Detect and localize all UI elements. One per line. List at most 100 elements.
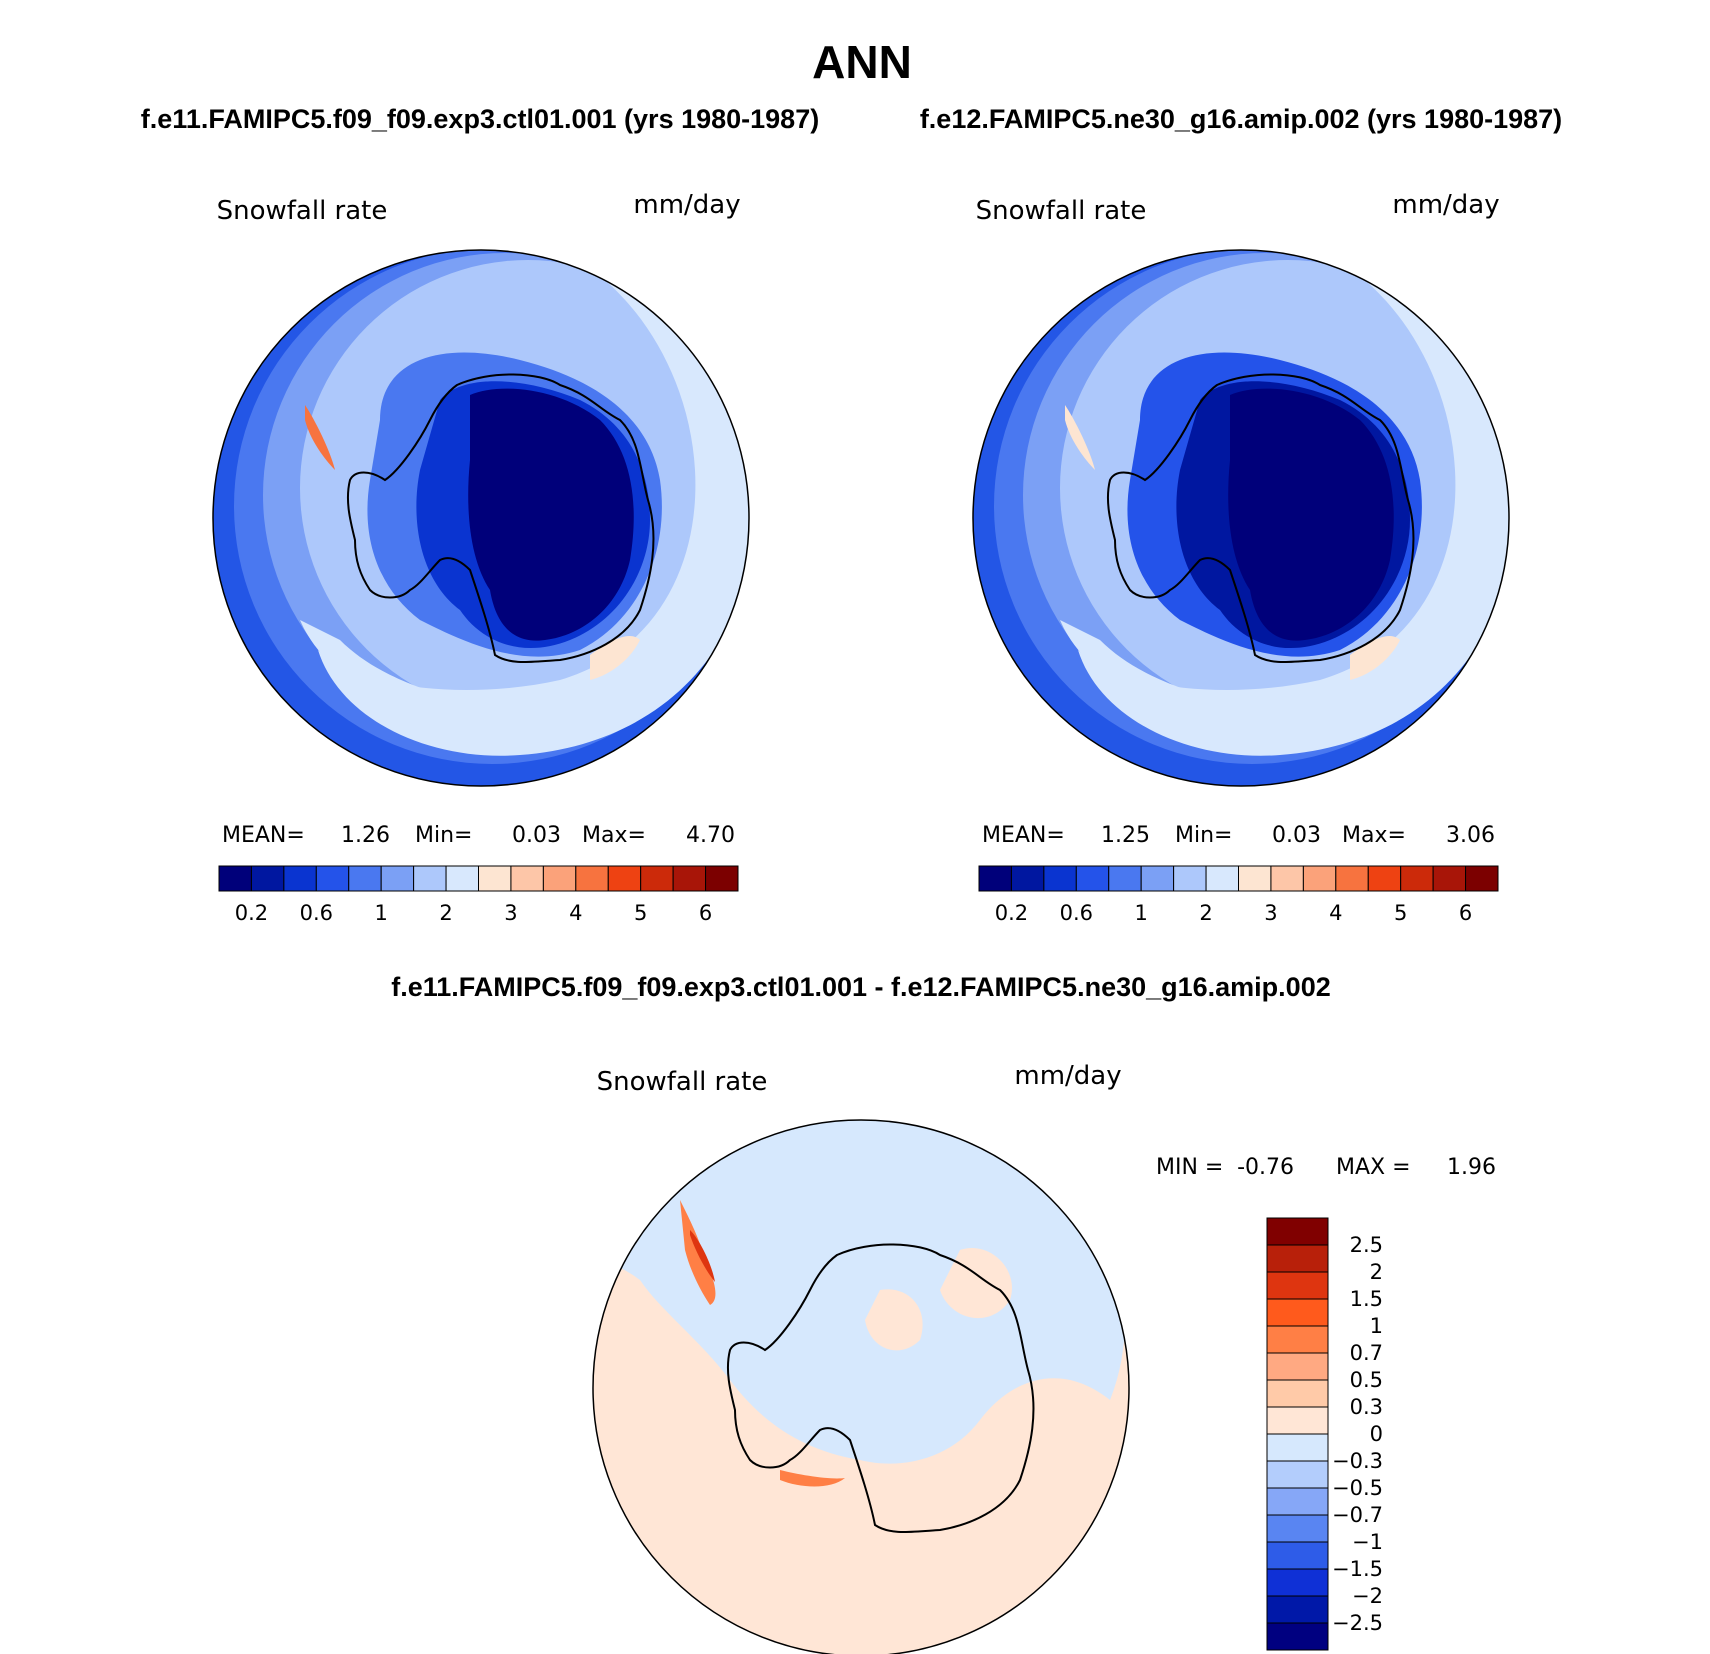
panel1-min-value: 0.03 bbox=[512, 823, 561, 848]
panel1-colorbar-tick-label: 4 bbox=[569, 901, 582, 925]
panel3-max-value: 1.96 bbox=[1447, 1155, 1496, 1180]
panel2-colorbar-tick-label: 6 bbox=[1459, 901, 1472, 925]
panel2-colorbar-box bbox=[1205, 865, 1239, 892]
panel2-colorbar-box bbox=[978, 865, 1012, 892]
panel2-polar-map bbox=[973, 250, 1509, 786]
panel1-colorbar-box bbox=[705, 865, 739, 892]
panel1-colorbar-box bbox=[640, 865, 674, 892]
panel2-colorbar-box bbox=[1465, 865, 1499, 892]
panel2-field-band-4 bbox=[1078, 250, 1509, 756]
panel3-colorbar-box bbox=[1266, 1568, 1329, 1597]
panel3-colorbar-tick-label: −0.3 bbox=[1332, 1449, 1383, 1473]
panel3-title: f.e11.FAMIPC5.f09_f09.exp3.ctl01.001 - f… bbox=[391, 972, 1330, 1002]
panel1-colorbar-box bbox=[510, 865, 544, 892]
panel3-colorbar-tick-label: 2 bbox=[1370, 1260, 1383, 1284]
panel3-colorbar-tick-label: −1.5 bbox=[1332, 1557, 1383, 1581]
panel2-antarctica-coastline bbox=[1106, 373, 1415, 664]
panel3-colorbar-box bbox=[1266, 1595, 1329, 1624]
panel1-colorbar-box bbox=[478, 865, 512, 892]
panel2-colorbar-box bbox=[1010, 865, 1045, 892]
panel2-colorbar-box bbox=[1238, 865, 1272, 892]
panel1-antarctica-coastline bbox=[346, 373, 655, 664]
panel2-field-band-5 bbox=[1060, 620, 1270, 716]
panel1-colorbar-tick-label: 5 bbox=[634, 901, 647, 925]
panel1-colorbar-tick-label: 0.6 bbox=[300, 901, 333, 925]
panel2-colorbar-tick-label: 0.2 bbox=[995, 901, 1028, 925]
panel3-colorbar-box bbox=[1266, 1514, 1329, 1543]
panel2-colorbar-box bbox=[1270, 865, 1304, 892]
panel1-max-value: 4.70 bbox=[686, 823, 735, 848]
panel2-colorbar-box bbox=[1043, 865, 1077, 892]
panel1-field-peninsula-peak bbox=[305, 405, 335, 470]
panel2-variable-label: Snowfall rate bbox=[976, 196, 1147, 226]
panel3-colorbar-tick-label: −2.5 bbox=[1332, 1611, 1383, 1635]
panel1-colorbar-box bbox=[607, 865, 642, 892]
panel1-colorbar-box bbox=[348, 865, 382, 892]
panel3-colorbar-tick-label: −0.7 bbox=[1332, 1503, 1383, 1527]
panel2-title: f.e12.FAMIPC5.ne30_g16.amip.002 (yrs 198… bbox=[920, 104, 1562, 134]
panel1-field-band-5 bbox=[300, 620, 510, 716]
panel2-colorbar-box bbox=[1432, 865, 1467, 892]
panel2-colorbar: 0.2 0.6 1 2 3 4 5 6 bbox=[978, 865, 1499, 925]
panel3-min-label: MIN = bbox=[1156, 1155, 1223, 1180]
panel2-colorbar-tick-label: 5 bbox=[1394, 901, 1407, 925]
panel3-colorbar-tick-label: 0.5 bbox=[1350, 1368, 1383, 1392]
panel-model2: f.e12.FAMIPC5.ne30_g16.amip.002 (yrs 198… bbox=[920, 104, 1562, 925]
panel1-colorbar-box bbox=[218, 865, 252, 892]
panel3-max-label: MAX = bbox=[1336, 1155, 1411, 1180]
panel2-mean-value: 1.25 bbox=[1101, 823, 1150, 848]
panel3-colorbar-tick-label: −0.5 bbox=[1332, 1476, 1383, 1500]
panel1-title: f.e11.FAMIPC5.f09_f09.exp3.ctl01.001 (yr… bbox=[141, 104, 819, 134]
panel3-field-negative-region bbox=[593, 1120, 1125, 1464]
panel2-colorbar-box bbox=[1173, 865, 1207, 892]
panel2-colorbar-box bbox=[1400, 865, 1434, 892]
panel1-colorbar-tick-label: 3 bbox=[504, 901, 517, 925]
panel3-polar-map bbox=[593, 1120, 1129, 1654]
panel2-field-peninsula-peak bbox=[1065, 405, 1095, 470]
panel3-antarctica-coastline bbox=[726, 1243, 1035, 1534]
panel1-colorbar-box bbox=[413, 865, 447, 892]
panel3-colorbar-tick-label: 2.5 bbox=[1350, 1233, 1383, 1257]
panel3-colorbar-box bbox=[1266, 1298, 1329, 1327]
panel3-min-value: -0.76 bbox=[1237, 1155, 1294, 1180]
panel2-min-value: 0.03 bbox=[1272, 823, 1321, 848]
panel-difference: f.e11.FAMIPC5.f09_f09.exp3.ctl01.001 - f… bbox=[391, 972, 1496, 1654]
panel2-colorbar-tick-label: 3 bbox=[1264, 901, 1277, 925]
panel1-colorbar-box bbox=[575, 865, 609, 892]
panel1-mean-label: MEAN= bbox=[222, 823, 305, 848]
panel3-colorbar-tick-label: −2 bbox=[1352, 1584, 1383, 1608]
panel3-colorbar-box bbox=[1266, 1271, 1329, 1300]
panel1-colorbar-box bbox=[250, 865, 285, 892]
panel1-colorbar: 0.2 0.6 1 2 3 4 5 6 bbox=[218, 865, 739, 925]
panel1-colorbar-box bbox=[542, 865, 577, 892]
panel3-variable-label: Snowfall rate bbox=[597, 1067, 768, 1097]
panel1-field-antarctica-core bbox=[468, 388, 634, 641]
panel1-colorbar-tick-label: 0.2 bbox=[235, 901, 268, 925]
panel1-min-label: Min= bbox=[415, 823, 472, 848]
panel3-colorbar-box bbox=[1266, 1541, 1329, 1570]
panel3-colorbar-box bbox=[1266, 1622, 1329, 1651]
panel3-colorbar-box bbox=[1266, 1325, 1329, 1354]
panel1-colorbar-box bbox=[315, 865, 350, 892]
panel1-colorbar-box bbox=[283, 865, 317, 892]
panel2-colorbar-tick-label: 1 bbox=[1135, 901, 1148, 925]
panel3-colorbar-box bbox=[1266, 1433, 1329, 1462]
panel2-colorbar-tick-label: 4 bbox=[1329, 901, 1342, 925]
panel3-colorbar-box bbox=[1266, 1487, 1329, 1516]
panel3-field-peninsula-core bbox=[690, 1230, 715, 1282]
panel3-colorbar-tick-label: 0.7 bbox=[1350, 1341, 1383, 1365]
panel-model1: f.e11.FAMIPC5.f09_f09.exp3.ctl01.001 (yr… bbox=[141, 104, 819, 925]
panel3-colorbar: 2.5 2 1.5 1 0.7 0.5 0.3 0 −0.3 −0.5 −0.7 −1 −1.5 −2 −2… bbox=[1266, 1217, 1383, 1651]
panel2-colorbar-box bbox=[1075, 865, 1110, 892]
panel1-colorbar-box bbox=[380, 865, 415, 892]
panel3-colorbar-box bbox=[1266, 1217, 1329, 1246]
panel3-field-positive-patch-2 bbox=[865, 1289, 923, 1351]
panel2-max-label: Max= bbox=[1342, 823, 1406, 848]
panel3-colorbar-box bbox=[1266, 1379, 1329, 1408]
panel3-colorbar-box bbox=[1266, 1352, 1329, 1381]
panel2-min-label: Min= bbox=[1175, 823, 1232, 848]
panel3-colorbar-box bbox=[1266, 1460, 1329, 1489]
panel2-map-border bbox=[972, 249, 1510, 787]
panel2-max-value: 3.06 bbox=[1446, 823, 1495, 848]
